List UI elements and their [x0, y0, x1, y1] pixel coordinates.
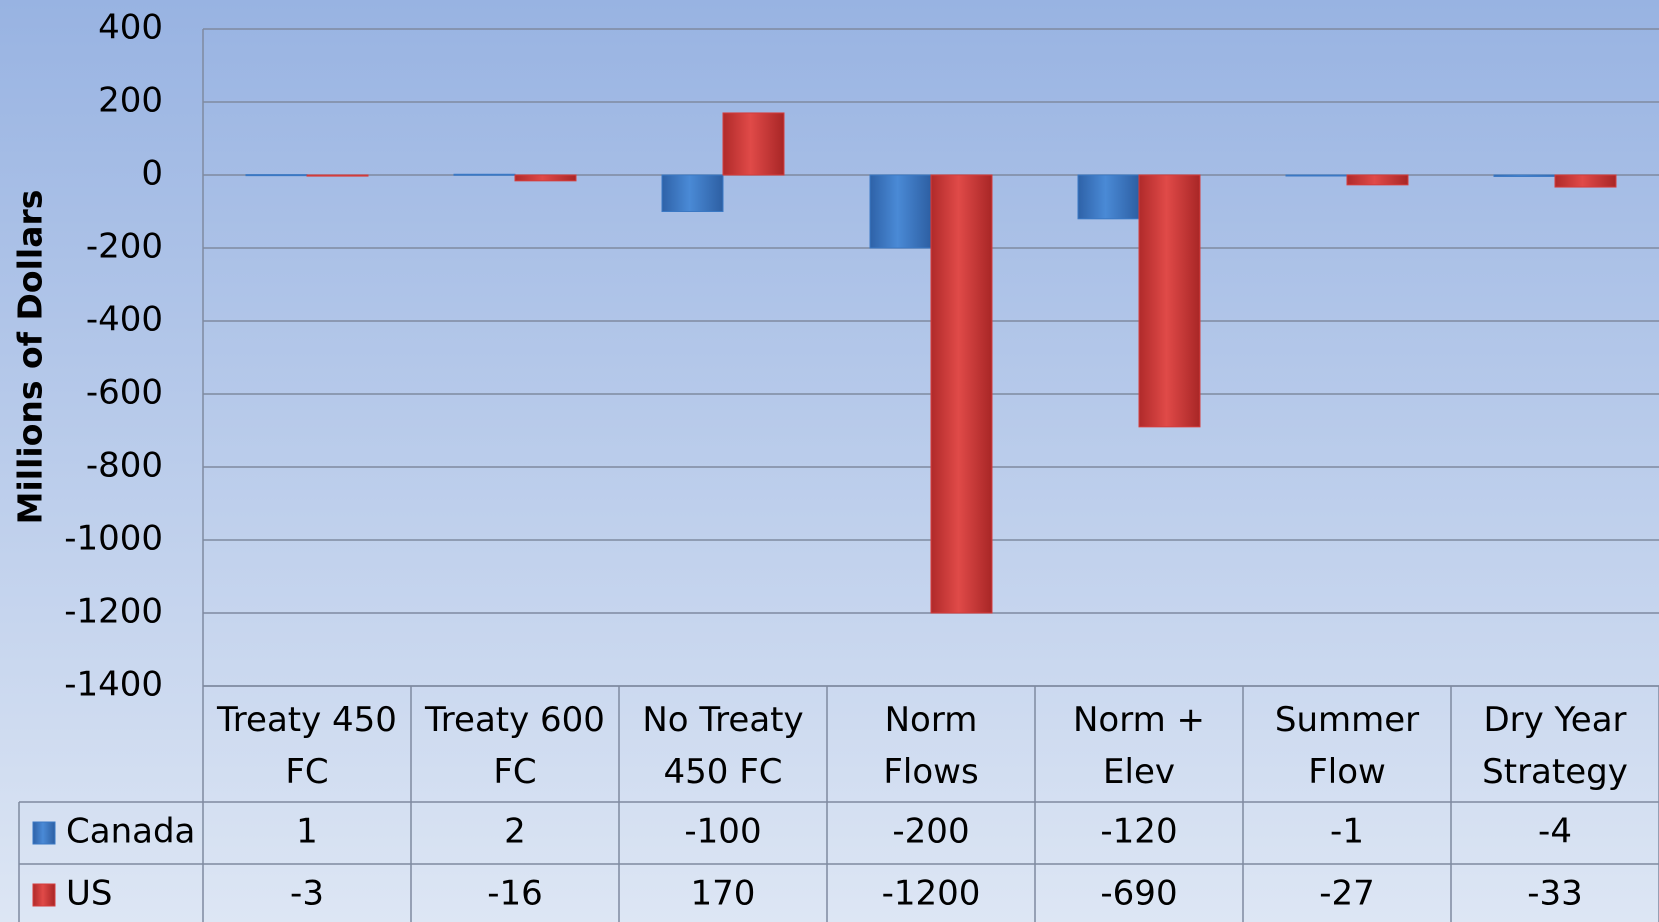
y-tick-label: -400: [86, 300, 163, 340]
y-axis-title: Millions of Dollars: [11, 190, 50, 525]
bar: [1285, 174, 1348, 177]
bar: [869, 174, 932, 249]
bar: [453, 173, 516, 176]
y-tick-label: -600: [86, 373, 163, 413]
bar: [1346, 174, 1409, 186]
table-value: -1: [1330, 812, 1364, 852]
x-tick-label: Treaty 450 FC: [217, 700, 397, 792]
table-value: -1200: [882, 874, 981, 914]
bar: [1077, 174, 1140, 220]
y-tick-label: -1200: [64, 592, 163, 632]
bar: [306, 174, 369, 177]
bar: [1554, 174, 1617, 188]
x-tick-label: No Treaty 450 FC: [642, 700, 804, 792]
table-value: 2: [504, 812, 526, 852]
legend-swatch: [32, 883, 56, 907]
y-tick-label: -800: [86, 446, 163, 486]
bar: [514, 174, 577, 182]
table-value: -200: [892, 812, 969, 852]
table-value: -4: [1538, 812, 1572, 852]
x-tick-label: Summer Flow: [1274, 700, 1420, 792]
x-tick-label: Norm Flows: [883, 700, 979, 792]
table-value: -27: [1319, 874, 1375, 914]
bar: [930, 174, 993, 614]
y-tick-label: -1000: [64, 519, 163, 559]
legend-label: Canada: [66, 812, 195, 852]
table-value: -100: [684, 812, 761, 852]
legend-swatch: [32, 821, 56, 845]
bar: [1493, 174, 1556, 177]
bar: [661, 174, 724, 212]
y-tick-label: -200: [86, 227, 163, 267]
table-value: -16: [487, 874, 543, 914]
table-value: 1: [296, 812, 318, 852]
table-value: 170: [691, 874, 756, 914]
x-tick-label: Treaty 600 FC: [425, 700, 605, 792]
y-tick-label: -1400: [64, 665, 163, 705]
table-value: -33: [1527, 874, 1583, 914]
table-value: -3: [290, 874, 324, 914]
y-tick-label: 200: [98, 81, 163, 121]
y-tick-label: 0: [141, 154, 163, 194]
x-tick-label: Norm + Elev: [1072, 700, 1206, 792]
bar: [722, 112, 785, 176]
bar: [245, 174, 308, 177]
bar: [1138, 174, 1201, 428]
table-value: -690: [1100, 874, 1177, 914]
x-tick-label: Dry Year Strategy: [1482, 700, 1628, 792]
legend-label: US: [66, 874, 112, 914]
table-value: -120: [1100, 812, 1177, 852]
y-tick-label: 400: [98, 8, 163, 48]
